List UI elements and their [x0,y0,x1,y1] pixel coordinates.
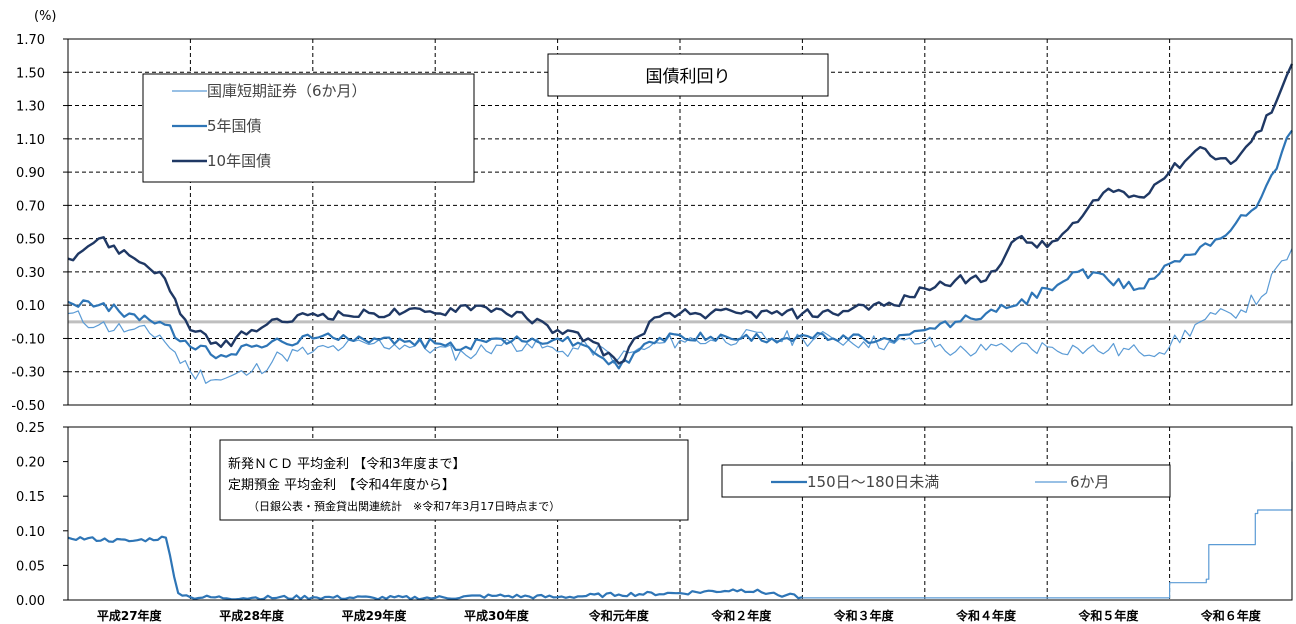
y-tick-label: 0.50 [16,233,45,248]
chart-title: 国債利回り [646,67,731,87]
note-line-2: 定期預金 平均金利 【令和4年度から】 [228,477,455,493]
yield-chart-panel: (%) 1.70 1.50 1.30 1.10 0.90 0.70 0.50 0.30 0.10… [11,9,1294,414]
series-line [67,248,1293,384]
legend-label-10y: 10年国債 [207,152,271,170]
chart-title-box: 国債利回り [547,53,829,97]
x-tick-label: 令和２年度 [710,608,772,623]
x-tick-label: 令和６年度 [1200,608,1262,623]
note-line-3: （日銀公表・預金貸出関連統計 ※令和7年3月17日時点まで） [248,499,560,513]
y-tick-label: 0.10 [16,525,45,540]
y-tick-label: 0.25 [16,421,45,436]
series-line [67,535,803,601]
series-line [67,129,1293,370]
y-tick-label: 0.15 [16,490,45,505]
y-tick-label: -0.10 [11,332,45,347]
y-tick-label: 0.10 [16,299,45,314]
legend-label-ncd: 150日～180日未満 [807,473,939,491]
x-tick-label: 平成27年度 [97,608,163,623]
series-line [802,461,1293,599]
legend-label-5y: 5年国債 [207,117,262,135]
top-legend: 国庫短期証券（6か月） 5年国債 10年国債 [142,73,475,183]
x-tick-label: 平成29年度 [342,608,408,623]
y-tick-label: 0.70 [16,199,45,214]
x-tick-label: 平成28年度 [219,608,285,623]
y-tick-label: 0.05 [16,559,45,574]
x-tick-label: 令和元年度 [588,608,650,623]
top-plot-frame [67,38,1293,406]
bottom-series-group [67,461,1293,601]
legend-label-6m: 6か月 [1070,473,1110,491]
y-tick-label: -0.30 [11,366,45,381]
y-tick-label: 1.30 [16,100,45,115]
top-y-axis: 1.70 1.50 1.30 1.10 0.90 0.70 0.50 0.30 0.10 -0.1… [11,33,68,414]
top-series-group [67,63,1294,384]
note-line-1: 新発ＮＣＤ 平均金利 【令和3年度まで】 [228,456,466,472]
note-box: 新発ＮＣＤ 平均金利 【令和3年度まで】 定期預金 平均金利 【令和4年度から】… [219,439,689,521]
x-tick-label: 令和５年度 [1077,608,1139,623]
x-tick-label: 令和３年度 [833,608,895,623]
y-tick-label: 1.50 [16,66,45,81]
bottom-plot-frame [67,426,1293,601]
series-line [67,63,1294,365]
y-unit-label: (%) [34,9,57,24]
y-tick-label: -0.50 [11,399,45,414]
y-tick-label: 0.90 [16,166,45,181]
x-axis-labels: 平成27年度 平成28年度 平成29年度 平成30年度 令和元年度 令和２年度 令和３年度 令… [97,608,1262,623]
y-tick-label: 0.20 [16,456,45,471]
y-tick-label: 0.00 [16,594,45,609]
bottom-y-axis: 0.25 0.20 0.15 0.10 0.05 0.00 [16,421,68,609]
y-tick-label: 0.30 [16,266,45,281]
legend-label-tb6m: 国庫短期証券（6か月） [207,82,367,100]
y-tick-label: 1.70 [16,33,45,48]
bottom-legend: 150日～180日未満 6か月 [721,464,1171,498]
deposit-rate-panel: 0.250.200.150.100.050.00 平成27年度 平成28年度 平成2… [16,421,1293,623]
y-tick-label: 1.10 [16,133,45,148]
x-tick-label: 平成30年度 [464,608,530,623]
x-tick-label: 令和４年度 [955,608,1017,623]
